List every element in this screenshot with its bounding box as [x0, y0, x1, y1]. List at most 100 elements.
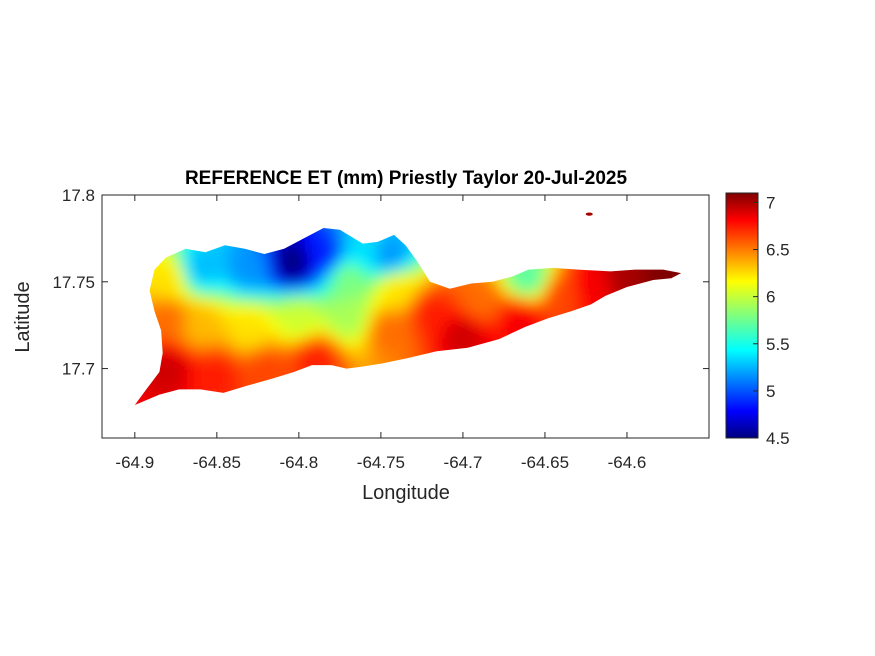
- heatmap-cell: [394, 259, 401, 266]
- heatmap-cell: [436, 307, 443, 314]
- heatmap-cell: [514, 301, 521, 308]
- heatmap-cell: [478, 289, 485, 296]
- heatmap-cell: [202, 253, 209, 260]
- heatmap-cell: [508, 283, 515, 290]
- heatmap-cell: [220, 331, 227, 338]
- heatmap-cell: [556, 295, 563, 302]
- heatmap-cell: [268, 325, 275, 332]
- heatmap-cell: [316, 307, 323, 314]
- heatmap-cell: [322, 319, 329, 326]
- heatmap-cell: [364, 331, 371, 338]
- heatmap-cell: [280, 283, 287, 290]
- heatmap-cell: [190, 337, 197, 344]
- colorbar-tick-label: 7: [766, 193, 775, 212]
- heatmap-cell: [208, 265, 215, 272]
- heatmap-cell: [232, 313, 239, 320]
- heatmap-cell: [244, 361, 251, 368]
- heatmap-cell: [244, 307, 251, 314]
- heatmap-cell: [208, 361, 215, 368]
- heatmap-cell: [292, 277, 299, 284]
- heatmap-cell: [262, 259, 269, 266]
- heatmap-cell: [280, 343, 287, 350]
- heatmap-cell: [244, 289, 251, 296]
- heatmap-cell: [370, 289, 377, 296]
- heatmap-cell: [262, 253, 269, 260]
- heatmap-cell: [244, 313, 251, 320]
- heatmap-cell: [598, 277, 605, 284]
- heatmap-cell: [610, 283, 617, 290]
- heatmap-cell: [208, 307, 215, 314]
- heatmap-cell: [532, 271, 539, 278]
- heatmap-cell: [172, 289, 179, 296]
- heatmap-cell: [514, 313, 521, 320]
- heatmap-cell: [232, 247, 239, 254]
- heatmap-cell: [208, 289, 215, 296]
- heatmap-cell: [268, 265, 275, 272]
- heatmap-cell: [322, 355, 329, 362]
- heatmap-cell: [526, 277, 533, 284]
- heatmap-cell: [394, 265, 401, 272]
- heatmap-cell: [220, 319, 227, 326]
- heatmap-cell: [598, 271, 605, 278]
- heatmap-cell: [220, 379, 227, 386]
- heatmap-cell: [388, 307, 395, 314]
- heatmap-cell: [358, 355, 365, 362]
- heatmap-cell: [388, 355, 395, 362]
- heatmap-cell: [256, 337, 263, 344]
- heatmap-cell: [352, 361, 359, 368]
- heatmap-cell: [178, 313, 185, 320]
- heatmap-cell: [382, 343, 389, 350]
- heatmap-cell: [250, 337, 257, 344]
- heatmap-cell: [226, 355, 233, 362]
- heatmap-cell: [556, 271, 563, 278]
- heatmap-cell: [364, 325, 371, 332]
- heatmap-cell: [322, 325, 329, 332]
- heatmap-cell: [334, 265, 341, 272]
- heatmap-cell: [496, 319, 503, 326]
- heatmap-cell: [508, 319, 515, 326]
- heatmap-cell: [478, 307, 485, 314]
- heatmap-cell: [430, 289, 437, 296]
- heatmap-cell: [394, 295, 401, 302]
- heatmap-cell: [604, 277, 611, 284]
- heatmap-cell: [304, 319, 311, 326]
- heatmap-cell: [232, 361, 239, 368]
- heatmap-cell: [190, 379, 197, 386]
- heatmap-cell: [334, 229, 341, 236]
- heatmap-cell: [154, 283, 161, 290]
- heatmap-cell: [178, 361, 185, 368]
- heatmap-cell: [166, 289, 173, 296]
- heatmap-cell: [412, 289, 419, 296]
- heatmap-cell: [316, 319, 323, 326]
- heatmap-cell: [184, 331, 191, 338]
- heatmap-cell: [520, 277, 527, 284]
- heatmap-cell: [616, 271, 623, 278]
- heatmap-cell: [286, 301, 293, 308]
- heatmap-cell: [622, 277, 629, 284]
- heatmap-cell: [556, 277, 563, 284]
- heatmap-cell: [592, 277, 599, 284]
- heatmap-cell: [442, 331, 449, 338]
- heatmap-cell: [322, 271, 329, 278]
- heatmap-cell: [238, 271, 245, 278]
- heatmap-cell: [418, 295, 425, 302]
- heatmap-cell: [178, 253, 185, 260]
- heatmap-cell: [334, 283, 341, 290]
- heatmap-cell: [178, 331, 185, 338]
- heatmap-cell: [196, 265, 203, 272]
- heatmap-cell: [466, 319, 473, 326]
- heatmap-cell: [244, 331, 251, 338]
- heatmap-cell: [568, 289, 575, 296]
- heatmap-cell: [352, 343, 359, 350]
- heatmap-cell: [466, 307, 473, 314]
- heatmap-cell: [274, 331, 281, 338]
- heatmap-cell: [334, 289, 341, 296]
- heatmap-cell: [298, 307, 305, 314]
- heatmap-cell: [406, 271, 413, 278]
- heatmap-cell: [268, 283, 275, 290]
- heatmap-cell: [178, 265, 185, 272]
- heatmap-cell: [160, 283, 167, 290]
- heatmap-cell: [418, 301, 425, 308]
- heatmap-cell: [466, 337, 473, 344]
- heatmap-cell: [238, 259, 245, 266]
